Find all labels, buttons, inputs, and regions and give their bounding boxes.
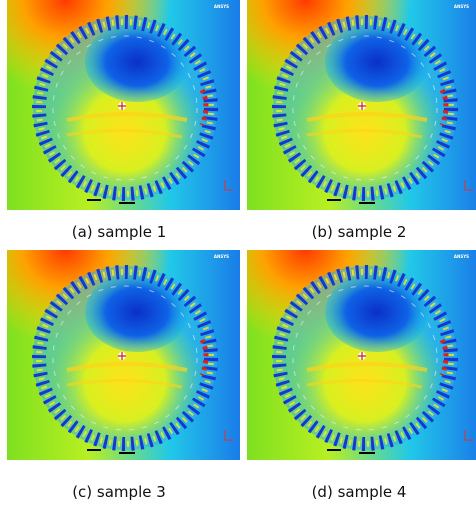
software-logo: ANSYS xyxy=(454,4,469,9)
caption: (b) sample 2 xyxy=(312,223,407,241)
cfd-image xyxy=(247,0,476,210)
software-logo: ANSYS xyxy=(454,254,469,259)
panel: ANSYS (c) sample 3 xyxy=(7,250,240,501)
cfd-image xyxy=(247,250,476,460)
software-logo: ANSYS xyxy=(214,254,229,259)
software-logo: ANSYS xyxy=(214,4,229,9)
panel: ANSYS (a) sample 1 xyxy=(7,0,240,241)
caption: (a) sample 1 xyxy=(72,223,167,241)
cfd-image xyxy=(7,250,240,460)
caption: (d) sample 4 xyxy=(312,483,407,501)
caption: (c) sample 3 xyxy=(72,483,166,501)
cfd-image xyxy=(7,0,240,210)
panel: ANSYS (d) sample 4 xyxy=(247,250,476,501)
panel: ANSYS (b) sample 2 xyxy=(247,0,476,241)
